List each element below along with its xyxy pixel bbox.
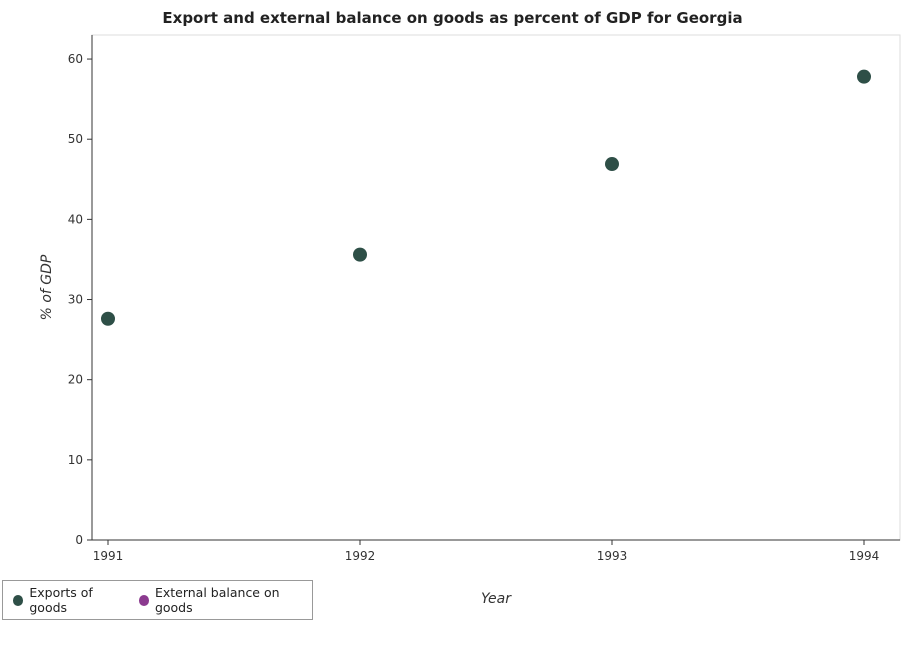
x-tick-label: 1994 <box>849 549 880 563</box>
chart-title: Export and external balance on goods as … <box>162 9 743 27</box>
y-tick-label: 30 <box>68 293 83 307</box>
x-tick-label: 1993 <box>597 549 628 563</box>
legend-marker-external-balance <box>138 594 149 606</box>
legend-label-external-balance: External balance on goods <box>154 585 280 615</box>
x-tick-label: 1991 <box>93 549 124 563</box>
data-point <box>605 157 619 172</box>
y-tick-label: 60 <box>68 52 83 66</box>
legend-label-exports: Exports of goods <box>29 585 93 615</box>
y-tick-label: 10 <box>68 453 83 467</box>
y-tick-label: 0 <box>75 533 83 547</box>
y-tick-label: 40 <box>68 212 83 226</box>
legend: Exports of goods External balance on goo… <box>2 580 313 620</box>
x-axis-label: Year <box>481 591 512 607</box>
legend-item-external-balance: External balance on goods <box>138 585 312 615</box>
y-tick-label: 20 <box>68 373 83 387</box>
data-point <box>857 69 871 84</box>
y-tick-label: 50 <box>68 132 83 146</box>
legend-item-exports: Exports of goods <box>13 585 129 615</box>
plot-frame <box>91 34 901 541</box>
data-point <box>101 311 115 326</box>
legend-marker-exports <box>13 594 24 606</box>
data-point <box>353 247 367 262</box>
y-axis-label: % of GDP <box>39 254 55 320</box>
x-tick-label: 1992 <box>345 549 376 563</box>
